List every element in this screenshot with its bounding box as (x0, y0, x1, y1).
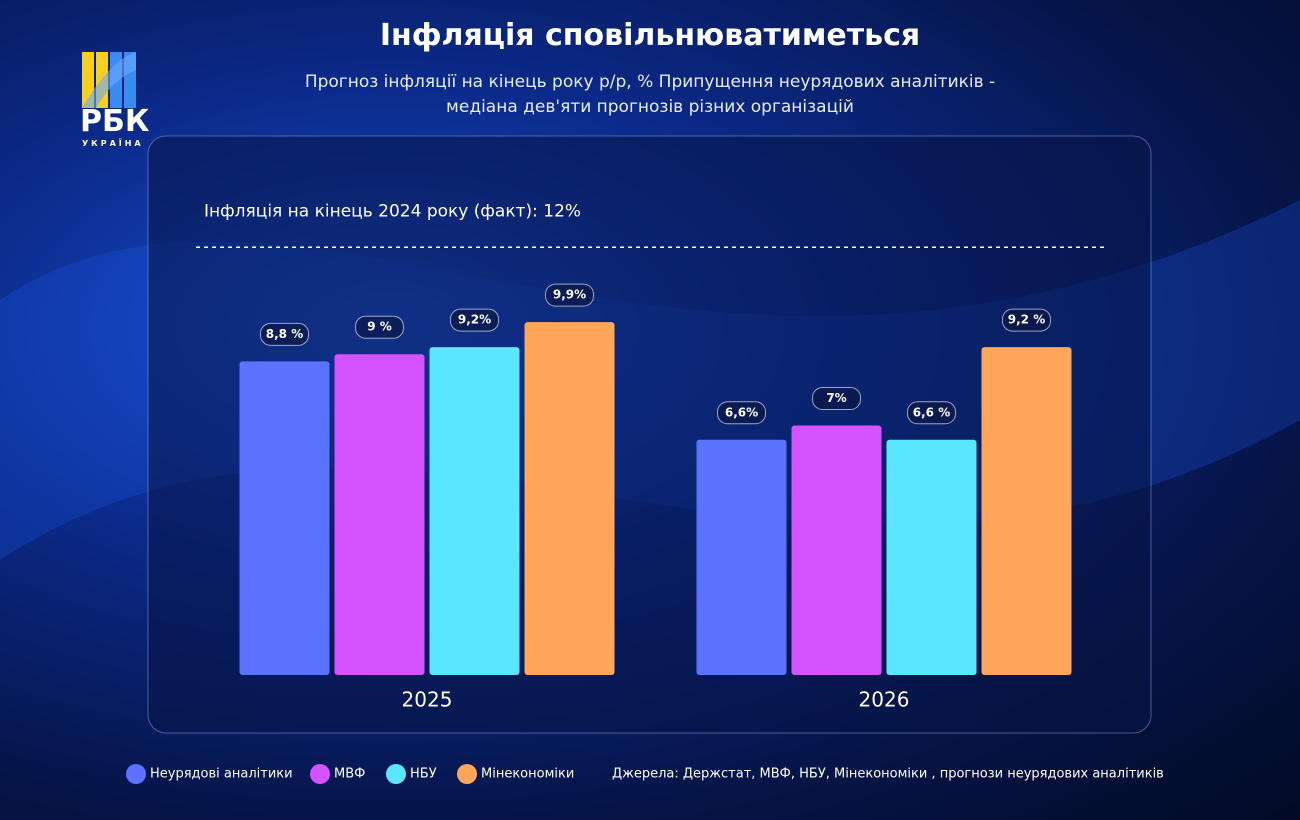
chart-subtitle: Прогноз інфляції на кінець року р/р, % П… (304, 72, 996, 117)
chart-title: Інфляція сповільнюватиметься (379, 18, 921, 53)
value-label-pill (907, 401, 956, 425)
value-label-pill (450, 308, 499, 332)
value-label: 9,9% (553, 288, 586, 302)
value-label-pill (812, 387, 861, 410)
legend-swatch (310, 764, 330, 784)
value-label: 6,6 % (913, 405, 950, 419)
logo-name: РБК (80, 104, 150, 139)
value-label-pill (717, 401, 766, 425)
bar (239, 361, 330, 675)
value-label: 6,6% (725, 405, 758, 419)
reference-label: Інфляція на кінець 2024 року (факт): 12% (204, 201, 581, 221)
value-label-pill (260, 322, 309, 346)
bar (886, 439, 977, 675)
bar (524, 322, 615, 675)
bar (696, 439, 787, 675)
legend-swatch (126, 764, 146, 784)
value-label: 9 % (367, 320, 392, 334)
source: Джерела: Держстат, МВФ, НБУ, Мінекономік… (612, 767, 1164, 782)
legend-label: НБУ (410, 767, 437, 782)
value-label: 9,2% (458, 313, 491, 327)
x-tick-label: 2025 (402, 688, 453, 712)
bar (981, 347, 1072, 675)
legend-swatch (457, 764, 477, 784)
value-label-pill (545, 283, 594, 307)
value-label: 9,2 % (1008, 313, 1045, 327)
legend-label: МВФ (334, 767, 365, 782)
bar (334, 354, 425, 675)
legend-label: Неурядові аналітики (150, 767, 293, 782)
value-label-pill (1002, 308, 1051, 332)
value-label-pill (355, 315, 404, 339)
logo-mark (82, 52, 136, 108)
value-label: 7% (826, 391, 846, 405)
bar (791, 425, 882, 675)
legend-swatch (386, 764, 406, 784)
value-label: 8,8 % (266, 327, 303, 341)
x-tick-label: 2026 (859, 688, 910, 712)
bar (429, 347, 520, 675)
logo-subname: УКРАЇНА (82, 139, 144, 148)
legend-label: Мінекономіки (481, 767, 574, 782)
